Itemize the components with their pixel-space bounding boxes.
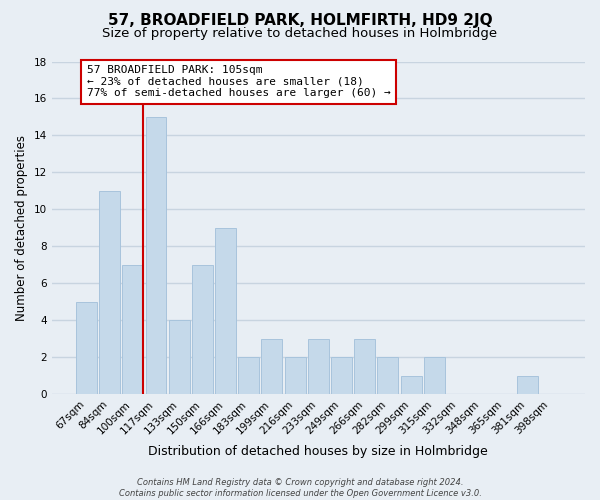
Text: Contains HM Land Registry data © Crown copyright and database right 2024.
Contai: Contains HM Land Registry data © Crown c… [119, 478, 481, 498]
Bar [215, 228, 236, 394]
Bar [424, 358, 445, 395]
Bar [262, 339, 283, 394]
Bar [146, 117, 166, 394]
Bar [122, 265, 143, 394]
Bar [331, 358, 352, 395]
Bar [169, 320, 190, 394]
Bar [401, 376, 422, 394]
Bar [238, 358, 259, 395]
Y-axis label: Number of detached properties: Number of detached properties [15, 135, 28, 321]
Bar [308, 339, 329, 394]
Bar [192, 265, 213, 394]
Bar [377, 358, 398, 395]
Bar [517, 376, 538, 394]
X-axis label: Distribution of detached houses by size in Holmbridge: Distribution of detached houses by size … [148, 444, 488, 458]
Bar [76, 302, 97, 394]
Text: 57, BROADFIELD PARK, HOLMFIRTH, HD9 2JQ: 57, BROADFIELD PARK, HOLMFIRTH, HD9 2JQ [107, 12, 493, 28]
Bar [284, 358, 305, 395]
Bar [99, 191, 120, 394]
Text: Size of property relative to detached houses in Holmbridge: Size of property relative to detached ho… [103, 28, 497, 40]
Text: 57 BROADFIELD PARK: 105sqm
← 23% of detached houses are smaller (18)
77% of semi: 57 BROADFIELD PARK: 105sqm ← 23% of deta… [87, 65, 391, 98]
Bar [354, 339, 375, 394]
